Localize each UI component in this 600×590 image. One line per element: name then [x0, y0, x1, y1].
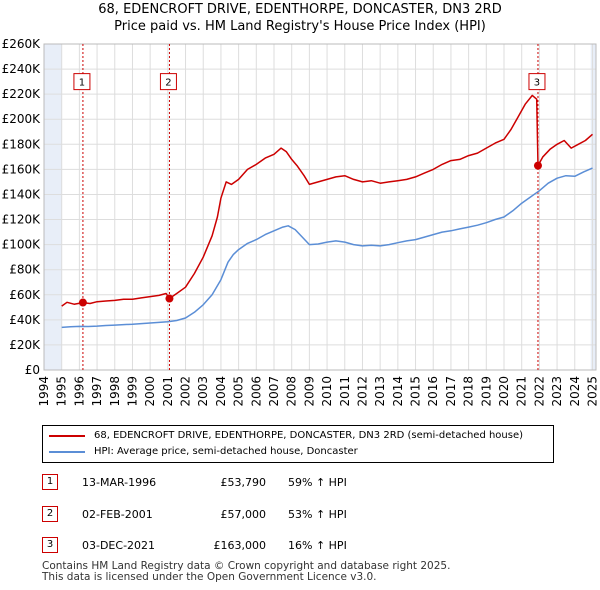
- x-tick-label: 2024: [568, 376, 582, 407]
- x-tick-label: 2021: [515, 376, 529, 407]
- legend-property-swatch: [49, 434, 85, 437]
- transaction-date: 02-FEB-2001: [82, 507, 153, 521]
- transaction-number-badge: 1: [42, 474, 58, 490]
- price-chart: £0 £20K £40K £60K £80K £100K £120K £140K £160K £1…: [2, 37, 600, 407]
- x-tick-label: 2005: [232, 376, 246, 407]
- sale-number-box: [528, 73, 546, 91]
- legend-item-hpi: HPI: Average price, semi-detached house,…: [49, 446, 358, 457]
- transaction-price: £163,000: [213, 538, 267, 552]
- x-tick-label: 2019: [479, 376, 493, 407]
- y-tick-label: £80K: [9, 263, 41, 277]
- x-tick-label: 2014: [391, 376, 405, 407]
- y-tick-label: £100K: [2, 238, 42, 252]
- footer-copyright: Contains HM Land Registry data © Crown c…: [42, 560, 451, 572]
- x-tick-label: 2009: [302, 376, 316, 407]
- chart-title: 68, EDENCROFT DRIVE, EDENTHORPE, DONCAST…: [98, 2, 502, 17]
- sale-number-box: [159, 73, 177, 91]
- sale-number-label: 3: [534, 78, 540, 89]
- x-tick-label: 2022: [532, 376, 546, 407]
- y-tick-label: £180K: [2, 137, 42, 151]
- legend: 68, EDENCROFT DRIVE, EDENTHORPE, DONCAST…: [42, 425, 554, 463]
- x-tick-label: 2003: [196, 376, 210, 407]
- footer: Contains HM Land Registry data © Crown c…: [42, 561, 450, 583]
- transaction-number-badge: 3: [42, 537, 58, 553]
- y-tick-label: £0: [25, 363, 40, 377]
- chart-subtitle: Price paid vs. HM Land Registry's House …: [114, 19, 486, 34]
- x-tick-label: 2023: [550, 376, 564, 407]
- legend-hpi-label: HPI: Average price, semi-detached house,…: [94, 446, 358, 457]
- x-tick-label: 2008: [285, 376, 299, 407]
- transaction-row: 3 03-DEC-2021 £163,000 16% ↑ HPI: [42, 536, 347, 554]
- y-tick-label: £220K: [2, 87, 42, 101]
- transaction-number-badge: 2: [42, 506, 58, 522]
- x-tick-label: 2001: [161, 376, 175, 407]
- x-tick-label: 2013: [373, 376, 387, 407]
- transaction-price: £53,790: [220, 475, 267, 489]
- sale-point-marker: [78, 298, 87, 307]
- x-tick-label: 2004: [214, 376, 228, 407]
- plot-background: [44, 44, 596, 370]
- y-tick-label: £60K: [9, 288, 41, 302]
- x-tick-label: 1994: [37, 376, 51, 407]
- legend-hpi-swatch: [49, 450, 85, 453]
- y-tick-label: £20K: [9, 338, 41, 352]
- transaction-row: 1 13-MAR-1996 £53,790 59% ↑ HPI: [42, 473, 347, 491]
- x-tick-label: 1999: [125, 376, 139, 407]
- x-tick-label: 2012: [355, 376, 369, 407]
- transaction-row: 2 02-FEB-2001 £57,000 53% ↑ HPI: [42, 505, 347, 523]
- transaction-hpi-change: 59% ↑ HPI: [288, 475, 347, 489]
- x-tick-label: 2020: [497, 376, 511, 407]
- transaction-price: £57,000: [220, 507, 267, 521]
- legend-item-property: 68, EDENCROFT DRIVE, EDENTHORPE, DONCAST…: [49, 430, 523, 441]
- hpi-line: [61, 167, 593, 329]
- x-tick-label: 1998: [108, 376, 122, 407]
- x-tick-label: 1995: [55, 376, 69, 407]
- transaction-date: 13-MAR-1996: [82, 475, 157, 489]
- x-tick-label: 2018: [462, 376, 476, 407]
- x-tick-label: 2011: [338, 376, 352, 407]
- y-tick-label: £260K: [2, 37, 42, 51]
- x-tick-label: 2002: [179, 376, 193, 407]
- plot-frame: [43, 43, 597, 371]
- transaction-hpi-change: 16% ↑ HPI: [288, 538, 347, 552]
- x-tick-label: 2025: [585, 376, 599, 407]
- sale-number-label: 2: [165, 78, 171, 89]
- sale-point-marker: [533, 161, 542, 170]
- legend-property-label: 68, EDENCROFT DRIVE, EDENTHORPE, DONCAST…: [94, 430, 524, 441]
- footer-licence: This data is licensed under the Open Gov…: [42, 571, 377, 583]
- sale-point-marker: [165, 294, 174, 303]
- sale-number-label: 1: [79, 78, 85, 89]
- y-tick-label: £140K: [2, 187, 42, 201]
- transaction-hpi-change: 53% ↑ HPI: [288, 507, 347, 521]
- y-tick-label: £240K: [2, 62, 42, 76]
- x-tick-label: 2007: [267, 376, 281, 407]
- y-tick-label: £200K: [2, 112, 42, 126]
- x-tick-label: 2015: [409, 376, 423, 407]
- y-tick-label: £160K: [2, 162, 42, 176]
- x-tick-label: 1996: [72, 376, 86, 407]
- x-tick-label: 2017: [444, 376, 458, 407]
- shaded-region: [44, 44, 62, 370]
- x-tick-label: 2006: [249, 376, 263, 407]
- x-tick-label: 1997: [90, 376, 104, 407]
- x-tick-label: 2016: [426, 376, 440, 407]
- x-tick-label: 2010: [320, 376, 334, 407]
- property-price-line: [61, 94, 593, 307]
- sale-number-box: [73, 73, 91, 91]
- transaction-date: 03-DEC-2021: [82, 538, 156, 552]
- shaded-region: [590, 44, 596, 370]
- y-tick-label: £120K: [2, 213, 42, 227]
- y-tick-label: £40K: [9, 313, 41, 327]
- x-tick-label: 2000: [143, 376, 157, 407]
